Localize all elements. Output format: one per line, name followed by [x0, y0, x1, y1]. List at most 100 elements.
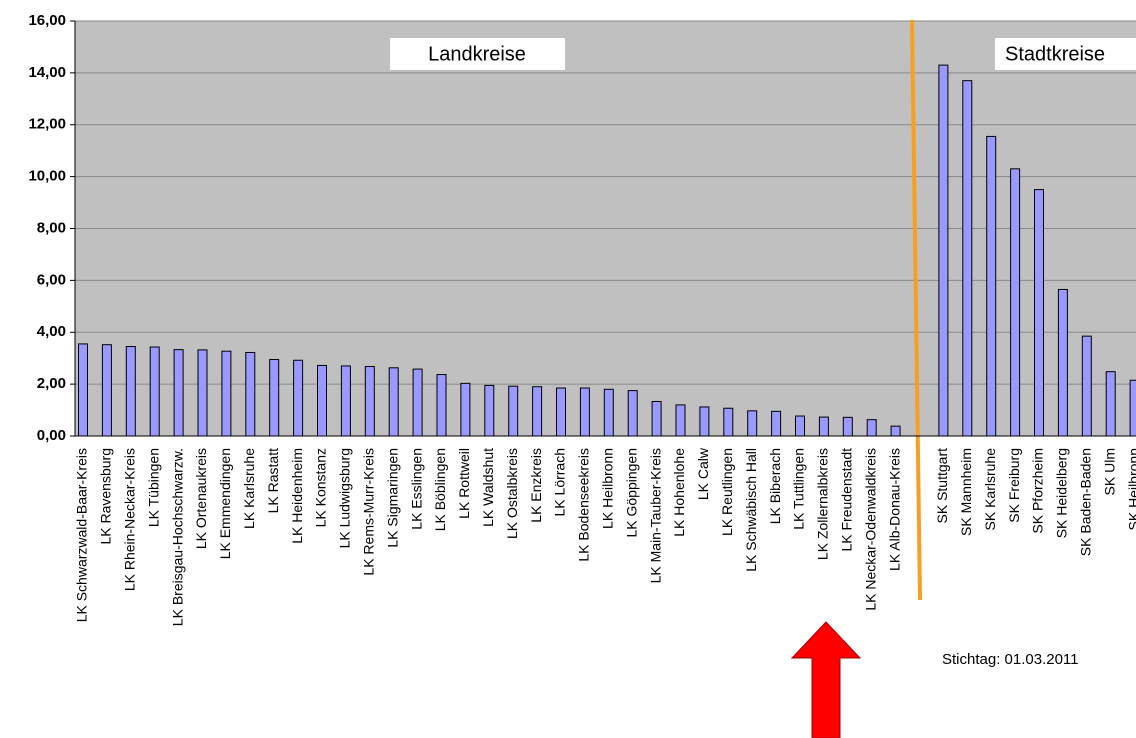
bar	[1129, 379, 1136, 437]
bar	[675, 404, 686, 437]
x-tick-label: SK Heidelberg	[1054, 448, 1070, 538]
bar	[579, 387, 590, 437]
x-tick-label: LK Calw	[695, 447, 711, 500]
x-tick-label: LK Hohenlohe	[671, 448, 687, 537]
bar	[197, 349, 208, 437]
x-tick-label: LK Bodenseekreis	[576, 448, 592, 562]
bar	[101, 344, 112, 437]
x-tick-label: LK Ortenaukreis	[193, 448, 209, 549]
x-tick-label: LK Reutlingen	[719, 448, 735, 536]
x-tick-label: LK Konstanz	[313, 448, 329, 527]
x-tick-label: LK Lörrach	[552, 448, 568, 516]
x-tick-label: LK Freudenstadt	[839, 448, 855, 552]
label-box	[995, 38, 1136, 70]
bar	[1081, 335, 1092, 437]
y-tick-label: 12,00	[28, 116, 66, 133]
bar	[125, 346, 136, 437]
bar	[173, 349, 184, 437]
bar	[890, 425, 901, 437]
bar	[1057, 288, 1068, 437]
x-tick-label: SK Stuttgart	[934, 448, 950, 524]
x-tick-label: LK Waldshut	[480, 448, 496, 527]
bar	[795, 415, 805, 437]
y-tick-label: 16,00	[28, 12, 66, 29]
bar	[484, 384, 495, 437]
x-tick-label: LK Schwarzwald-Baar-Kreis	[74, 448, 90, 622]
bar	[556, 387, 566, 437]
y-tick-label: 0,00	[37, 427, 66, 444]
bar	[317, 364, 327, 437]
bar	[388, 367, 399, 437]
y-tick-label: 10,00	[28, 168, 66, 185]
bar	[842, 416, 853, 437]
bar	[1010, 168, 1021, 437]
x-tick-label: LK Rastatt	[265, 448, 281, 513]
y-tick-label: 2,00	[37, 375, 66, 392]
bar	[747, 410, 758, 437]
x-tick-label: LK Karlsruhe	[241, 448, 257, 529]
x-tick-label: SK Baden-Baden	[1078, 448, 1094, 556]
x-tick-label: LK Biberach	[767, 448, 783, 524]
annotation: Landkreise	[428, 43, 526, 65]
x-tick-label: LK Tuttlingen	[791, 448, 807, 530]
x-tick-label: LK Enzkreis	[528, 448, 544, 523]
bar	[364, 365, 375, 437]
x-tick-label: LK Göppingen	[623, 448, 639, 538]
bar	[603, 388, 614, 437]
divider	[910, 19, 922, 601]
x-tick-label: SK Ulm	[1101, 448, 1117, 495]
bar	[651, 401, 662, 437]
bar	[221, 350, 232, 437]
bar	[962, 80, 973, 437]
bar	[818, 416, 829, 437]
bar	[532, 386, 543, 437]
x-tick-label: LK Heilbronn	[600, 448, 616, 529]
x-tick-label: LK Tübingen	[145, 448, 161, 527]
bar	[986, 135, 997, 437]
x-tick-label: LK Ostalbkreis	[504, 448, 520, 539]
x-tick-label: SK Heilbronn	[1125, 448, 1136, 531]
x-tick-label: LK Ravensburg	[98, 448, 114, 545]
y-tick-label: 14,00	[28, 64, 66, 81]
bar	[723, 407, 734, 437]
y-tick-label: 8,00	[37, 219, 66, 236]
x-tick-label: LK Heidenheim	[289, 448, 305, 544]
bar	[1034, 189, 1044, 437]
bar	[771, 410, 782, 437]
bar	[436, 374, 447, 437]
bar	[149, 346, 160, 437]
annotation: Stadtkreise	[1005, 43, 1105, 65]
x-tick-label: SK Karlsruhe	[982, 448, 998, 531]
x-tick-label: LK Main-Tauber-Kreis	[647, 448, 663, 583]
x-tick-label: SK Freiburg	[1006, 448, 1022, 523]
x-tick-label: LK Sigmaringen	[384, 448, 400, 548]
bar	[245, 351, 256, 437]
bar	[293, 359, 304, 437]
x-tick-label: LK Breisgau-Hochschwarzw.	[169, 448, 185, 626]
x-tick-label: LK Rottweil	[456, 448, 472, 519]
y-tick-label: 4,00	[37, 323, 66, 340]
x-tick-label: SK Pforzheim	[1030, 448, 1046, 534]
bar	[866, 419, 877, 437]
x-tick-label: LK Ludwigsburg	[337, 448, 353, 548]
bar	[269, 358, 280, 437]
label-box	[390, 38, 565, 70]
bar	[938, 64, 949, 437]
x-tick-label: LK Schwäbisch Hall	[743, 448, 759, 572]
bar	[1105, 371, 1116, 437]
x-tick-label: LK Neckar-Odenwaldkreis	[862, 448, 878, 611]
x-tick-label: LK Böblingen	[432, 448, 448, 531]
y-tick-label: 6,00	[37, 271, 66, 288]
bar	[340, 365, 351, 437]
x-tick-label: LK Rhein-Neckar-Kreis	[122, 448, 138, 591]
bar	[508, 385, 519, 437]
arrow	[790, 621, 862, 738]
annotation: Stichtag: 01.03.2011	[942, 651, 1079, 668]
x-tick-label: LK Alb-Donau-Kreis	[886, 448, 902, 571]
x-tick-label: LK Esslingen	[408, 448, 424, 530]
x-tick-label: LK Rems-Murr-Kreis	[361, 448, 377, 576]
x-tick-label: LK Zollernalbkreis	[815, 448, 831, 560]
bar	[627, 390, 638, 437]
bar	[460, 382, 471, 437]
